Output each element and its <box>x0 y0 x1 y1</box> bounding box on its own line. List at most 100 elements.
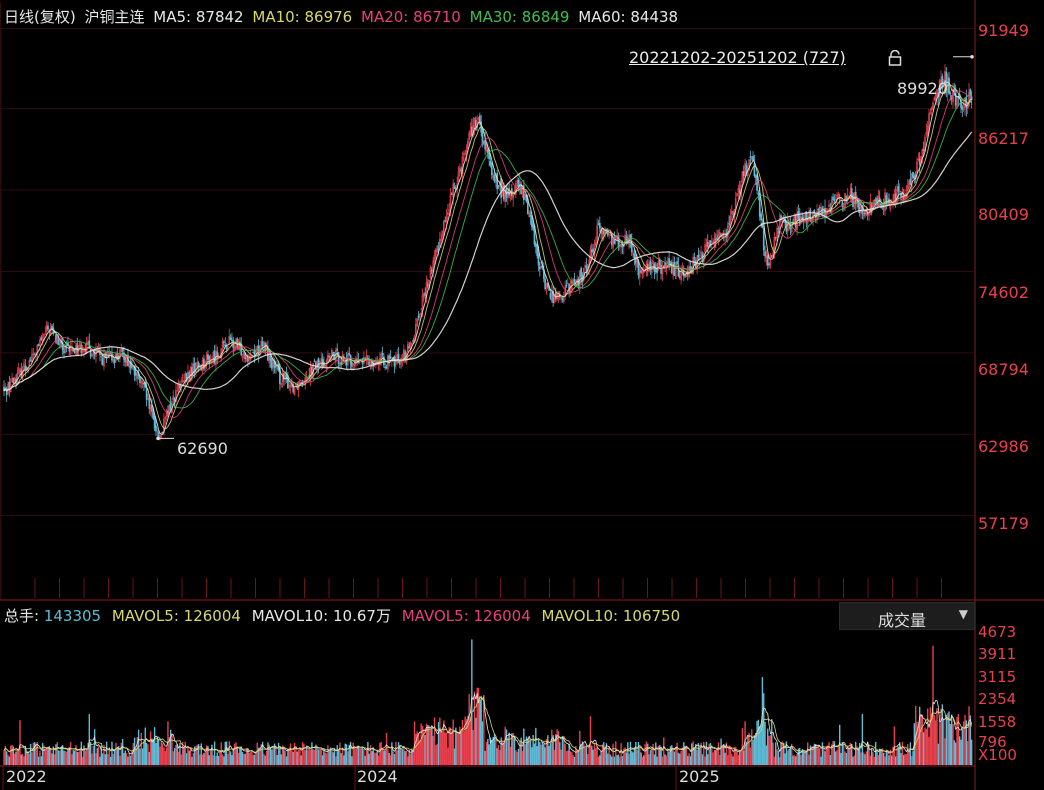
volume-bar <box>240 746 242 765</box>
volume-bar <box>371 751 373 765</box>
candle-body <box>602 231 605 235</box>
volume-bar <box>848 747 850 765</box>
period-label[interactable]: 日线(复权) <box>4 8 76 26</box>
volume-bar <box>352 742 354 765</box>
volume-bar <box>393 754 396 765</box>
mavol10-value-2: MAVOL10: 106750 <box>541 607 681 625</box>
volume-bar <box>163 747 165 765</box>
candle-body <box>129 361 132 369</box>
volume-bar <box>127 756 129 765</box>
candle-body <box>704 244 706 253</box>
indicator-select[interactable]: 成交量 ▼ <box>839 602 975 630</box>
volume-bar <box>513 736 516 765</box>
volume-bar <box>660 747 662 765</box>
volume-bar <box>387 749 389 765</box>
volume-bar <box>688 753 690 765</box>
volume-bar <box>607 753 609 765</box>
volume-bar <box>253 754 256 765</box>
volume-bar <box>276 755 278 765</box>
candle-body <box>790 223 793 233</box>
volume-bar <box>157 739 160 765</box>
volume-bar <box>248 752 250 765</box>
volume-bar <box>583 743 585 765</box>
volume-bar <box>432 735 434 765</box>
volume-bar <box>177 751 180 765</box>
candle-body <box>465 150 468 154</box>
volume-bar <box>156 736 158 765</box>
volume-bar <box>32 742 35 765</box>
candle-body <box>768 263 770 266</box>
volume-bar <box>701 754 704 765</box>
volume-bar <box>596 746 598 765</box>
candle-body <box>776 228 778 239</box>
volume-bar <box>97 746 100 765</box>
volume-bar <box>301 742 304 765</box>
volume-bar <box>942 719 945 765</box>
candle-body <box>100 356 103 358</box>
candle-body <box>417 315 420 318</box>
candle-body <box>514 183 517 195</box>
candle-body <box>580 267 582 278</box>
volume-bar <box>944 738 946 765</box>
volume-bar <box>908 750 910 765</box>
volume-bar <box>244 753 246 765</box>
volume-bar <box>56 742 59 765</box>
volume-bar <box>528 735 530 765</box>
volume-bar <box>271 749 273 765</box>
volume-bar <box>480 698 482 765</box>
candle-body <box>336 348 339 351</box>
volume-bar <box>653 754 656 765</box>
volume-bar <box>212 755 214 765</box>
volume-bar <box>564 743 566 765</box>
lock-open-icon[interactable] <box>888 50 902 66</box>
candle-body <box>457 171 460 183</box>
volume-bar <box>445 732 448 765</box>
volume-bar <box>17 749 20 765</box>
volume-bar <box>260 744 262 765</box>
volume-bar <box>736 751 738 765</box>
candle-body <box>833 199 836 201</box>
volume-bar <box>965 720 968 765</box>
volume-bar <box>729 746 732 765</box>
candle-body <box>490 163 493 176</box>
price-axis-label: 57179 <box>978 514 1029 533</box>
volume-bar <box>808 754 810 765</box>
volume-bar <box>68 747 71 765</box>
volume-bar <box>704 756 706 765</box>
volume-bar <box>72 750 75 765</box>
volume-bar <box>801 749 804 765</box>
volume-bar <box>365 750 368 765</box>
volume-bar <box>595 748 597 765</box>
volume-bar <box>937 743 940 765</box>
volume-bar <box>87 742 89 765</box>
volume-bar <box>519 740 521 765</box>
volume-bar <box>878 748 881 765</box>
volume-bar <box>768 735 770 765</box>
volume-bar <box>364 755 366 765</box>
volume-bar <box>456 733 458 765</box>
candle-body <box>388 355 391 360</box>
volume-bar <box>676 742 678 765</box>
volume-bar <box>504 726 506 765</box>
volume-bar <box>29 743 32 765</box>
volume-bar <box>120 742 122 765</box>
candle-body <box>429 267 432 278</box>
date-range-label[interactable]: 20221202-20251202 (727) <box>629 48 846 67</box>
candle-body <box>837 194 840 197</box>
volume-bar <box>511 733 513 765</box>
volume-bar <box>420 723 422 765</box>
volume-bar <box>737 755 740 765</box>
volume-bar <box>209 749 212 765</box>
volume-bar <box>900 753 902 765</box>
volume-bar <box>544 747 546 765</box>
volume-bar <box>539 742 541 765</box>
volume-bar <box>645 741 648 765</box>
volume-bar <box>533 743 536 765</box>
volume-bar <box>207 745 209 765</box>
x-axis-label-2024: 2024 <box>357 767 398 786</box>
volume-bar <box>877 755 880 765</box>
candle-body <box>153 416 156 429</box>
volume-bar <box>713 750 716 765</box>
candle-body <box>898 190 901 193</box>
